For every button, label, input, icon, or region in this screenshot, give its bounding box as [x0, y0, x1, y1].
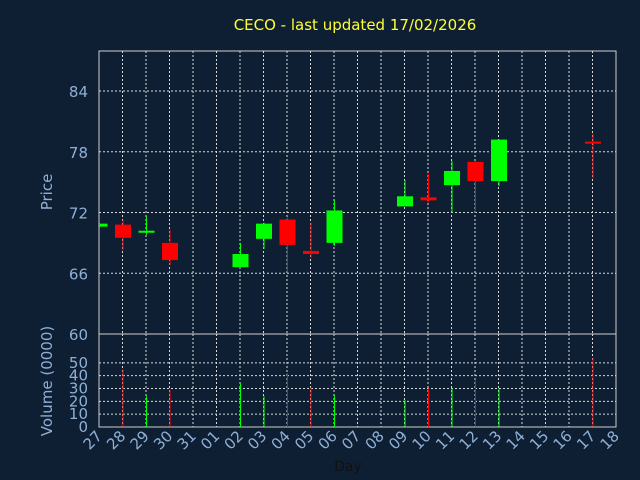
price-y-tick-label: 72 [69, 205, 88, 223]
x-tick-label: 28 [103, 427, 129, 453]
x-tick-label: 06 [315, 427, 341, 453]
candle-body [326, 210, 343, 243]
x-ticks: 2728293031010203040506070809101112131415… [80, 427, 623, 453]
x-tick-label: 11 [432, 427, 458, 453]
candle-body [467, 161, 484, 182]
x-tick-label: 16 [550, 427, 576, 453]
volume-y-tick-label: 40 [69, 367, 88, 385]
volume-y-tick-label: 50 [69, 354, 88, 372]
candle-body [397, 196, 413, 207]
x-tick-label: 09 [385, 427, 411, 453]
candles [99, 133, 601, 273]
candle-body [256, 223, 272, 239]
volume-y-tick-label: 30 [69, 380, 88, 398]
volume-bars [122, 357, 594, 427]
x-tick-label: 03 [244, 427, 270, 453]
x-tick-label: 01 [197, 427, 223, 453]
x-tick-label: 17 [573, 427, 599, 453]
price-y-tick-label: 78 [69, 144, 88, 162]
price-panel: 60 66 72 78 84 Price [38, 50, 617, 344]
x-tick-label: 05 [291, 427, 317, 453]
x-tick-label: 18 [597, 427, 623, 453]
x-axis-label: Day [334, 459, 362, 475]
x-tick-label: 29 [127, 427, 153, 453]
x-tick-label: 31 [174, 427, 200, 453]
candle-body [444, 170, 460, 186]
candle-body [303, 250, 319, 255]
price-grid [99, 51, 616, 334]
chart-title: CECO - last updated 17/02/2026 [234, 16, 477, 34]
candle-body [138, 230, 155, 233]
volume-axis-label: Volume (0000) [38, 326, 56, 436]
volume-y-tick-label: 0 [78, 418, 88, 436]
price-y-ticks: 60 66 72 78 84 [69, 83, 88, 344]
candle-body [491, 139, 507, 182]
volume-y-tick-label: 10 [69, 405, 88, 423]
candle-body [585, 141, 601, 144]
candle-body [100, 223, 108, 227]
candle-body [232, 254, 249, 268]
price-y-tick-label: 84 [69, 83, 88, 101]
x-tick-label: 07 [338, 427, 364, 453]
candle-body [162, 242, 178, 261]
x-tick-label: 10 [409, 427, 435, 453]
price-y-tick-label: 60 [69, 326, 88, 344]
x-tick-label: 04 [268, 427, 294, 453]
candle-body [279, 219, 296, 245]
candle-body [420, 197, 437, 201]
x-tick-label: 13 [479, 427, 505, 453]
x-tick-label: 14 [503, 427, 529, 453]
x-tick-label: 15 [526, 427, 552, 453]
x-tick-label: 30 [150, 427, 176, 453]
x-tick-label: 02 [221, 427, 247, 453]
price-y-tick-label: 66 [69, 265, 88, 283]
volume-y-tick-label: 20 [69, 392, 88, 410]
price-axis-label: Price [38, 174, 56, 211]
x-tick-label: 08 [362, 427, 388, 453]
candle-body [115, 224, 131, 238]
x-tick-label: 12 [456, 427, 482, 453]
volume-grid [99, 334, 616, 427]
